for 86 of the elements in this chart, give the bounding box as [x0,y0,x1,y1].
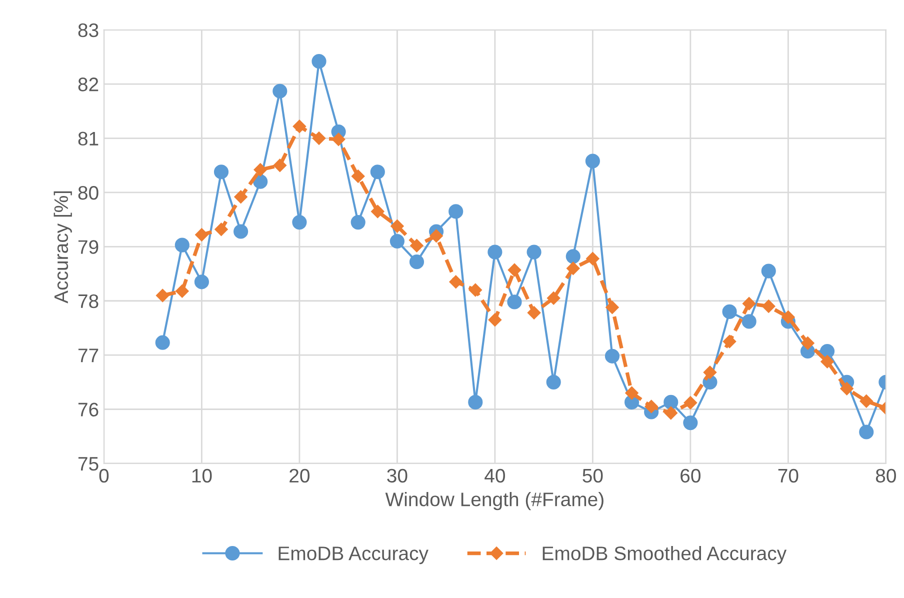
point [526,244,542,260]
point [155,335,170,350]
point [371,204,384,218]
point [488,313,502,326]
y-tick-label: 82 [78,78,98,92]
legend-label: EmoDB Accuracy [278,546,428,564]
point [214,222,228,236]
point [547,292,560,305]
point [176,284,189,298]
point [292,120,306,133]
point [174,238,190,252]
point [507,294,522,310]
y-tick-label: 83 [78,23,98,38]
point [234,190,248,204]
point [625,386,638,400]
y-tick-label: 78 [78,294,98,308]
x-tick-label: 10 [192,468,212,483]
point [272,84,288,98]
point [703,366,717,379]
point [214,164,229,180]
point [761,264,776,278]
point [350,214,366,230]
point [742,314,756,329]
y-tick-label: 81 [78,132,98,146]
point [508,263,522,277]
point [566,262,580,275]
point [585,154,600,168]
point [664,406,678,420]
x-tick-label: 60 [680,468,700,483]
y-tick-label: 75 [78,457,98,471]
point [312,54,326,69]
point [586,252,600,266]
point [312,132,326,145]
point [156,288,170,302]
point [604,348,620,364]
point [390,234,404,249]
point [468,283,482,297]
point [352,170,365,183]
y-tick-label: 76 [78,402,98,416]
point [606,300,619,314]
point [370,164,385,180]
point [234,224,248,239]
point [820,354,834,368]
point [722,334,736,348]
point [488,244,502,260]
point [254,163,267,176]
point [409,254,424,270]
x-axis-title: Window Length (#Frame) [385,492,604,510]
y-tick-label: 77 [78,348,98,362]
x-tick-label: 20 [290,468,310,483]
point [782,310,795,324]
point [430,229,443,242]
point [448,204,464,219]
point [722,304,737,319]
point [449,275,462,288]
point [742,296,756,310]
point [527,306,541,320]
point [801,336,814,350]
point [410,239,424,252]
x-tick-label: 0 [99,468,109,483]
point [195,228,208,242]
point [859,424,874,440]
point [292,214,307,230]
point [684,396,698,410]
point [273,158,286,172]
point [860,394,873,408]
point [546,374,561,390]
point [664,394,678,410]
point [762,300,776,313]
x-tick-label: 80 [876,468,896,483]
point [683,416,698,430]
y-tick-label: 80 [78,186,98,200]
point [468,394,483,410]
x-tick-label: 70 [778,468,798,483]
y-tick-label: 79 [78,240,98,254]
point [644,400,658,414]
point [840,382,854,396]
point [194,274,209,290]
y-axis-title: Accuracy [%] [54,191,72,304]
point [332,132,346,146]
point [566,249,580,264]
x-tick-label: 30 [387,468,408,483]
point [390,219,404,233]
x-tick-label: 40 [484,468,505,483]
x-tick-label: 50 [582,468,603,483]
legend-label: EmoDB Smoothed Accuracy [542,546,787,564]
